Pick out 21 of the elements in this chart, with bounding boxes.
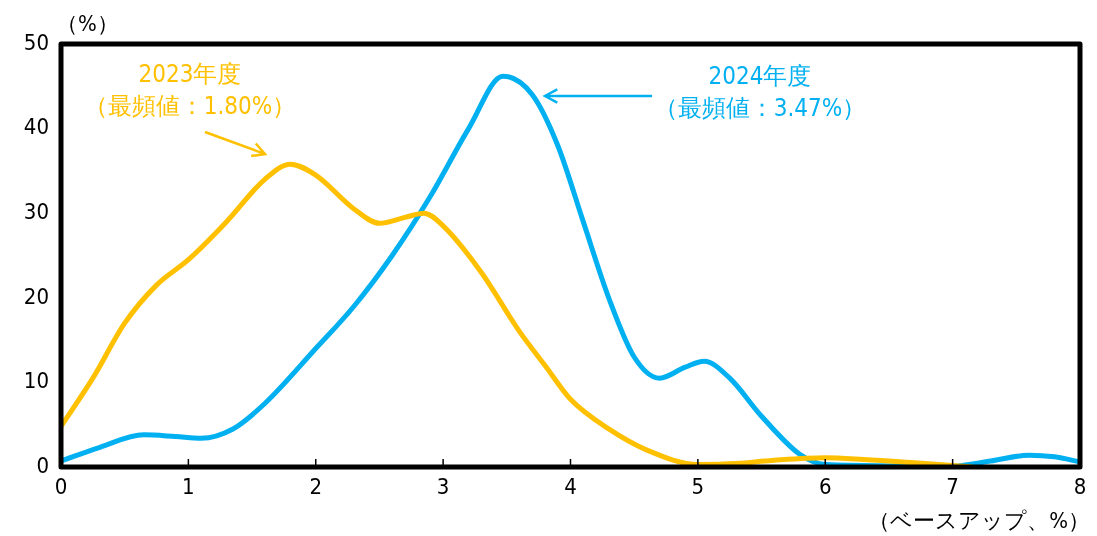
annotation: （最頻値：1.80%） xyxy=(83,92,297,121)
y-tick-label: 50 xyxy=(23,29,49,55)
y-tick-label: 30 xyxy=(23,198,49,224)
x-tick-label: 5 xyxy=(691,473,705,499)
x-axis-title: （ベースアップ、%） xyxy=(868,507,1090,533)
y-tick-label: 10 xyxy=(23,368,49,394)
y-tick-label: 40 xyxy=(23,114,49,140)
y-axis-title: （%） xyxy=(56,10,119,36)
annotation: 2024年度 xyxy=(708,62,812,91)
x-tick-label: 0 xyxy=(54,473,68,499)
x-tick-label: 4 xyxy=(564,473,577,499)
annotation: （最頻値：3.47%） xyxy=(653,94,867,123)
x-tick-label: 6 xyxy=(818,473,832,499)
annotation: 2023年度 xyxy=(138,60,242,89)
y-tick-label: 0 xyxy=(36,452,49,478)
y-tick-label: 20 xyxy=(23,283,49,309)
x-tick-label: 8 xyxy=(1073,473,1087,499)
x-tick-label: 1 xyxy=(182,473,195,499)
x-tick-label: 7 xyxy=(946,473,959,499)
x-tick-label: 3 xyxy=(436,473,450,499)
x-tick-label: 2 xyxy=(309,473,323,499)
